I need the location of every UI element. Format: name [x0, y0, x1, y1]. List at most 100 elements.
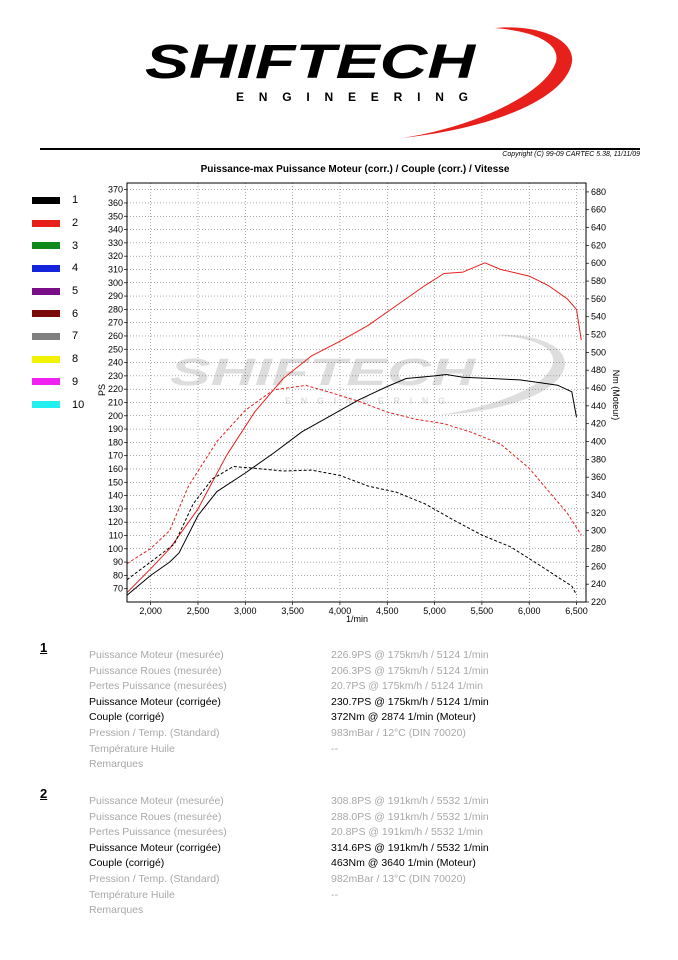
result-label: Pertes Puissance (mesurées) — [89, 826, 227, 839]
y2-tick-label: 560 — [591, 294, 606, 304]
result-label: Remarques — [89, 904, 144, 917]
y2-tick-label: 220 — [591, 597, 606, 607]
y-tick-label: 90 — [113, 557, 123, 567]
y2-tick-label: 620 — [591, 240, 606, 250]
result-number: 2 — [40, 786, 48, 801]
y-tick-label: 270 — [108, 318, 123, 328]
result-value: -- — [331, 742, 338, 755]
legend-swatch — [32, 355, 60, 363]
y-tick-label: 70 — [113, 584, 123, 594]
y-tick-label: 350 — [108, 211, 123, 221]
y2-axis-label: Nm (Moteur) — [611, 370, 621, 421]
legend-label: 2 — [72, 217, 79, 230]
y-tick-label: 320 — [108, 251, 123, 261]
watermark-subtitle: ENGINEERING — [285, 396, 445, 406]
legend-item: 1 — [32, 189, 102, 212]
result-value: 20.8PS @ 191km/h / 5532 1/min — [331, 826, 483, 839]
legend-label: 5 — [72, 285, 79, 298]
result-row: Remarques — [89, 904, 649, 920]
y-tick-label: 130 — [108, 504, 123, 514]
result-row: Pression / Temp. (Standard) 983mBar / 12°… — [89, 727, 649, 743]
legend-swatch — [32, 401, 60, 409]
legend-label: 6 — [72, 307, 79, 320]
header-rule — [40, 148, 640, 150]
result-value: 982mBar / 13°C (DIN 70020) — [331, 873, 466, 885]
result-row: Température Huile -- — [89, 889, 649, 905]
result-value: 463Nm @ 3640 1/min (Moteur) — [331, 857, 476, 870]
result-row: Température Huile -- — [89, 743, 649, 759]
x-tick-label: 6,500 — [565, 606, 588, 616]
x-tick-label: 4,500 — [376, 606, 399, 616]
x-tick-label: 5,000 — [423, 606, 446, 616]
chart-axes: 70 80 90 100 110 120 130 140 150 160 170 180 190 200 2… — [108, 182, 606, 616]
y-tick-label: 210 — [108, 397, 123, 407]
result-value: 314.6PS @ 191km/h / 5532 1/min — [331, 841, 489, 854]
y2-tick-label: 440 — [591, 401, 606, 411]
result-label: Pertes Puissance (mesurées) — [89, 680, 227, 693]
legend-swatch — [32, 287, 60, 295]
x-tick-label: 3,000 — [234, 606, 257, 616]
legend: 1 2 3 4 5 6 7 8 9 10 — [32, 189, 102, 416]
legend-swatch — [32, 332, 60, 340]
legend-item: 4 — [32, 257, 102, 280]
y-tick-label: 150 — [108, 477, 123, 487]
y-tick-label: 170 — [108, 451, 123, 461]
y-tick-label: 220 — [108, 384, 123, 394]
result-value: 226.9PS @ 175km/h / 5124 1/min — [331, 649, 489, 661]
legend-swatch — [32, 378, 60, 386]
y2-tick-label: 480 — [591, 365, 606, 375]
y-tick-label: 140 — [108, 491, 123, 501]
watermark: SHIFTECH ENGINEERING — [170, 334, 566, 415]
y2-tick-label: 540 — [591, 312, 606, 322]
result-label: Remarques — [89, 758, 144, 771]
result-row: Puissance Roues (mesurée) 288.0PS @ 191km… — [89, 811, 649, 827]
result-value: 206.3PS @ 175km/h / 5124 1/min — [331, 664, 489, 677]
legend-item: 9 — [32, 371, 102, 394]
series-line-2-power — [126, 262, 582, 594]
legend-label: 9 — [72, 375, 79, 388]
y-tick-label: 250 — [108, 344, 123, 354]
x-tick-label: 3,500 — [281, 606, 304, 616]
y2-tick-label: 300 — [591, 526, 606, 536]
result-label: Température Huile — [89, 742, 175, 755]
result-row: Couple (corrigé) 372Nm @ 2874 1/min (Mote… — [89, 711, 649, 727]
legend-label: 7 — [72, 330, 79, 343]
chart-curves — [126, 262, 582, 596]
y-tick-label: 360 — [108, 198, 123, 208]
result-row: Remarques — [89, 758, 649, 774]
result-label: Pression / Temp. (Standard) — [89, 727, 220, 739]
y2-tick-label: 360 — [591, 472, 606, 482]
result-value: 983mBar / 12°C (DIN 70020) — [331, 727, 466, 739]
result-value: 308.8PS @ 191km/h / 5532 1/min — [331, 795, 489, 807]
result-value: 20.7PS @ 175km/h / 5124 1/min — [331, 680, 483, 693]
y-tick-label: 80 — [113, 570, 123, 580]
x-tick-label: 5,500 — [471, 606, 494, 616]
result-row: Puissance Moteur (corrigée) 230.7PS @ 175… — [89, 696, 649, 712]
result-row: Puissance Roues (mesurée) 206.3PS @ 175km… — [89, 665, 649, 681]
legend-label: 3 — [72, 239, 79, 252]
plot-frame — [126, 182, 587, 603]
series-line-1-torque — [126, 466, 577, 596]
y2-tick-label: 660 — [591, 205, 606, 215]
y2-tick-label: 280 — [591, 544, 606, 554]
dyno-chart: SHIFTECH ENGINEERING 70 80 90 100 110 120 130 1… — [97, 182, 621, 624]
result-label: Couple (corrigé) — [89, 711, 165, 724]
copyright-text: Copyright (C) 99-09 CARTEC 5.38, 11/11/0… — [502, 151, 640, 158]
legend-swatch — [32, 242, 60, 250]
y2-tick-label: 460 — [591, 383, 606, 393]
x-tick-label: 2,000 — [139, 606, 162, 616]
x-tick-label: 4,000 — [329, 606, 352, 616]
result-row: Puissance Moteur (corrigée) 314.6PS @ 191… — [89, 842, 649, 858]
y-tick-label: 160 — [108, 464, 123, 474]
legend-swatch — [32, 219, 60, 227]
y-axis-label: PS — [97, 384, 107, 396]
watermark-text: SHIFTECH — [170, 352, 478, 394]
x-tick-label: 2,500 — [187, 606, 210, 616]
y2-tick-label: 500 — [591, 347, 606, 357]
legend-label: 10 — [72, 398, 85, 411]
result-row: Puissance Moteur (mesurée) 226.9PS @ 175k… — [89, 649, 649, 665]
legend-swatch — [32, 264, 60, 272]
result-value: 372Nm @ 2874 1/min (Moteur) — [331, 711, 476, 724]
y2-tick-label: 420 — [591, 419, 606, 429]
y2-tick-label: 380 — [591, 454, 606, 464]
